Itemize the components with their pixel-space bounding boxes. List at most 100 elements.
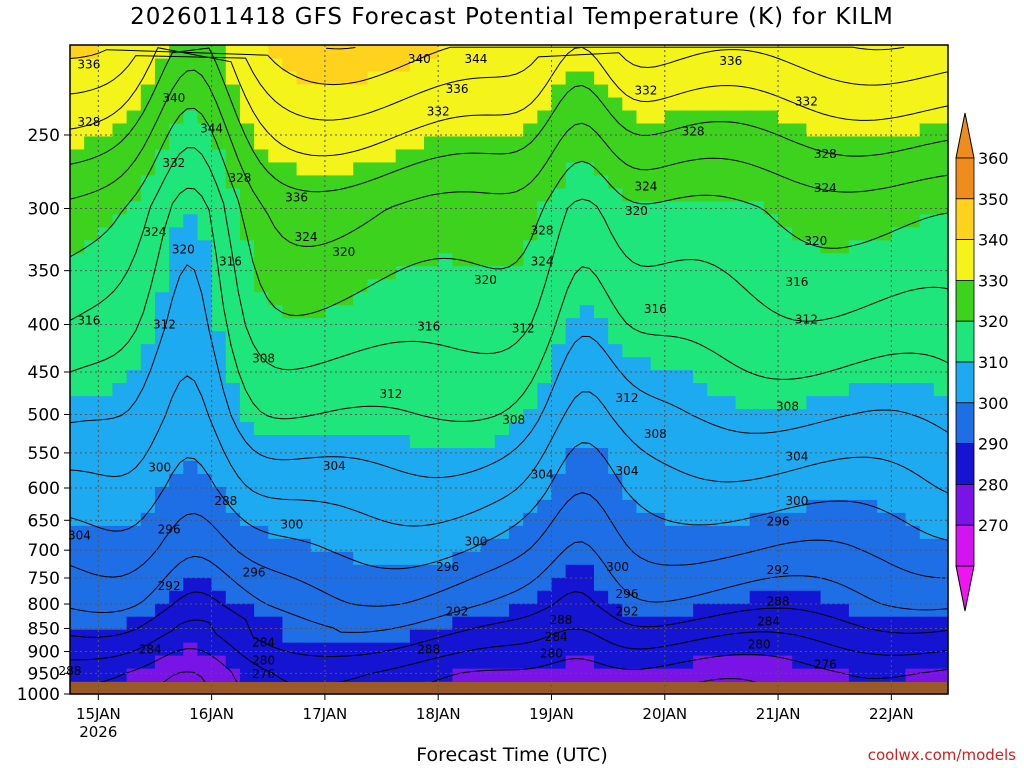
heatmap-cell [636, 668, 652, 682]
heatmap-cell [792, 109, 807, 124]
heatmap-cell [877, 551, 892, 565]
heatmap-cell [877, 655, 892, 669]
heatmap-cell [664, 629, 680, 643]
heatmap-cell [225, 629, 241, 643]
heatmap-cell [310, 187, 326, 202]
heatmap-cell [608, 525, 623, 539]
heatmap-cell [126, 447, 142, 461]
heatmap-cell [154, 421, 170, 435]
heatmap-cell [296, 395, 312, 410]
heatmap-cell [339, 148, 354, 163]
heatmap-cell [466, 317, 482, 332]
heatmap-cell [183, 291, 199, 306]
heatmap-cell [905, 187, 921, 202]
heatmap-cell [409, 265, 425, 280]
heatmap-cell [650, 265, 666, 280]
heatmap-cell [339, 499, 354, 513]
heatmap-cell [225, 395, 241, 410]
heatmap-cell [622, 408, 638, 423]
heatmap-cell [268, 616, 284, 630]
heatmap-cell [905, 356, 921, 371]
heatmap-cell [565, 278, 581, 293]
heatmap-cell [452, 655, 468, 669]
heatmap-cell [905, 57, 921, 72]
heatmap-cell [877, 473, 892, 487]
heatmap-cell [778, 473, 793, 487]
heatmap-cell [225, 304, 241, 319]
heatmap-cell [707, 200, 723, 215]
heatmap-cell [905, 330, 921, 345]
heatmap-cell [494, 330, 510, 345]
heatmap-cell [664, 83, 680, 98]
heatmap-cell [211, 148, 227, 163]
heatmap-cell [84, 109, 99, 124]
heatmap-cell [452, 343, 468, 358]
heatmap-cell [381, 369, 397, 384]
heatmap-cell [84, 226, 99, 241]
heatmap-cell [933, 343, 949, 358]
heatmap-cell [707, 486, 723, 500]
heatmap-cell [919, 226, 935, 241]
heatmap-cell [268, 109, 284, 124]
heatmap-cell [523, 278, 538, 293]
contour-label: 292 [446, 605, 469, 619]
heatmap-cell [183, 187, 199, 202]
heatmap-cell [367, 473, 383, 487]
heatmap-cell [622, 200, 638, 215]
heatmap-cell [154, 174, 170, 189]
heatmap-cell [933, 200, 949, 215]
heatmap-cell [239, 252, 255, 267]
heatmap-cell [409, 148, 425, 163]
heatmap-cell [480, 83, 496, 98]
heatmap-cell [140, 408, 156, 423]
contour-label: 288 [767, 594, 790, 608]
heatmap-cell [324, 642, 340, 656]
heatmap-cell [126, 395, 142, 410]
heatmap-cell [636, 408, 652, 423]
heatmap-cell [820, 577, 836, 591]
heatmap-cell [664, 135, 680, 150]
heatmap-cell [678, 304, 694, 319]
heatmap-cell [239, 83, 255, 98]
heatmap-cell [933, 577, 949, 591]
heatmap-cell [551, 499, 567, 513]
heatmap-cell [466, 525, 482, 539]
heatmap-cell [310, 96, 326, 111]
heatmap-cell [381, 45, 397, 59]
heatmap-cell [806, 278, 822, 293]
heatmap-cell [339, 83, 354, 98]
heatmap-cell [154, 551, 170, 565]
heatmap-cell [509, 590, 524, 604]
contour-label: 308 [502, 413, 525, 427]
heatmap-cell [310, 122, 326, 137]
heatmap-cell [848, 603, 864, 617]
heatmap-cell [70, 668, 85, 682]
heatmap-cell [608, 603, 623, 617]
heatmap-cell [268, 499, 284, 513]
heatmap-cell [735, 239, 751, 254]
heatmap-cell [792, 291, 807, 306]
y-tick-label: 900 [28, 643, 60, 663]
heatmap-cell [749, 382, 765, 397]
heatmap-cell [98, 356, 114, 371]
heatmap-cell [664, 512, 680, 526]
heatmap-cell [863, 460, 878, 474]
heatmap-cell [763, 382, 779, 397]
contour-label: 312 [512, 322, 535, 336]
credit-link[interactable]: coolwx.com/models [867, 746, 1016, 764]
heatmap-cell [197, 408, 213, 423]
heatmap-cell [395, 356, 411, 371]
heatmap-cell [721, 642, 737, 656]
heatmap-cell [310, 434, 326, 448]
y-tick-label: 350 [28, 262, 60, 282]
heatmap-cell [112, 83, 128, 98]
heatmap-cell [339, 512, 354, 526]
heatmap-cell [509, 83, 524, 98]
heatmap-cell [339, 434, 354, 448]
heatmap-cell [891, 343, 907, 358]
heatmap-cell [693, 603, 708, 617]
heatmap-cell [395, 45, 411, 59]
heatmap-cell [664, 499, 680, 513]
heatmap-cell [848, 278, 864, 293]
heatmap-cell [565, 135, 581, 150]
